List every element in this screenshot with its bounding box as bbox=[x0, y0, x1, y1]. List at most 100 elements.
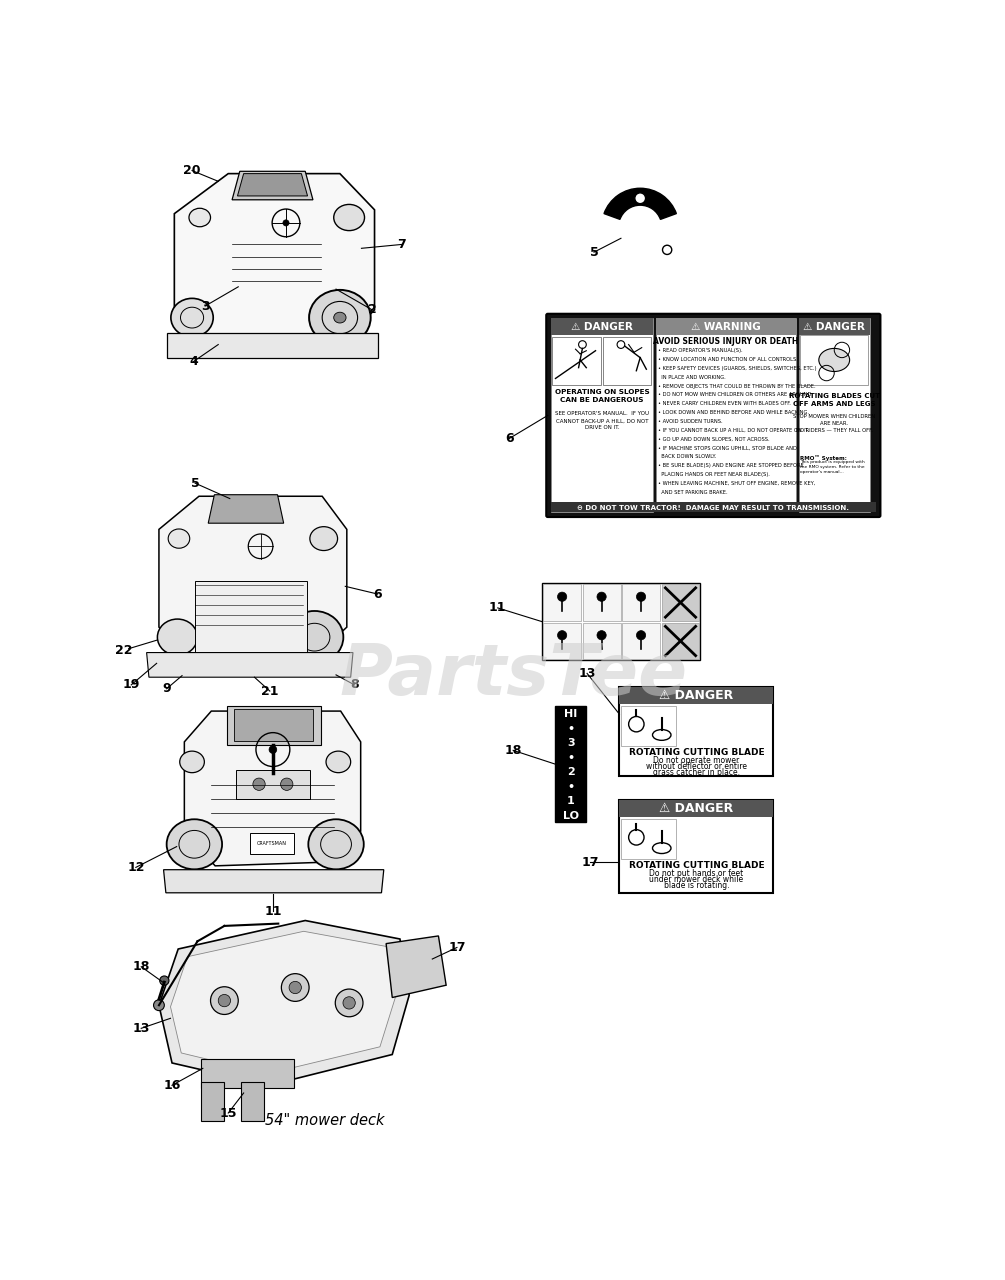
Text: blade is rotating.: blade is rotating. bbox=[663, 882, 730, 891]
Bar bbox=[201, 1059, 293, 1088]
Text: CAN BE DANGEROUS: CAN BE DANGEROUS bbox=[561, 397, 644, 403]
Text: 13: 13 bbox=[133, 1021, 150, 1034]
Text: • LOOK DOWN AND BEHIND BEFORE AND WHILE BACKING.: • LOOK DOWN AND BEHIND BEFORE AND WHILE … bbox=[658, 410, 809, 415]
FancyBboxPatch shape bbox=[547, 314, 880, 517]
Ellipse shape bbox=[171, 298, 213, 337]
Text: without deflector or entire: without deflector or entire bbox=[646, 762, 747, 771]
Text: ⊖ DO NOT TOW TRACTOR!  DAMAGE MAY RESULT TO TRANSMISSION.: ⊖ DO NOT TOW TRACTOR! DAMAGE MAY RESULT … bbox=[577, 504, 849, 511]
Ellipse shape bbox=[180, 751, 204, 773]
Text: 21: 21 bbox=[261, 685, 278, 698]
Text: OPERATING ON SLOPES: OPERATING ON SLOPES bbox=[555, 389, 649, 396]
Circle shape bbox=[218, 995, 230, 1007]
Ellipse shape bbox=[310, 526, 338, 550]
Polygon shape bbox=[171, 932, 395, 1074]
Polygon shape bbox=[174, 174, 375, 344]
Ellipse shape bbox=[334, 205, 365, 230]
Circle shape bbox=[636, 631, 645, 640]
Text: • DO NOT MOW WHEN CHILDREN OR OTHERS ARE AROUND.: • DO NOT MOW WHEN CHILDREN OR OTHERS ARE… bbox=[658, 393, 813, 398]
Text: 3: 3 bbox=[201, 300, 209, 312]
Text: DRIVE ON IT.: DRIVE ON IT. bbox=[585, 425, 619, 430]
Text: AVOID SERIOUS INJURY OR DEATH: AVOID SERIOUS INJURY OR DEATH bbox=[653, 337, 798, 346]
Bar bbox=[556, 707, 586, 822]
Bar bbox=[800, 335, 868, 385]
Text: This product is equipped with
the RMO system. Refer to the
operator's manual...: This product is equipped with the RMO sy… bbox=[800, 461, 865, 474]
Polygon shape bbox=[167, 333, 379, 358]
Text: 1: 1 bbox=[567, 796, 575, 806]
Ellipse shape bbox=[189, 209, 210, 227]
Text: •: • bbox=[568, 723, 575, 733]
Circle shape bbox=[636, 593, 645, 602]
Polygon shape bbox=[184, 712, 361, 865]
Polygon shape bbox=[159, 497, 347, 659]
Bar bbox=[553, 337, 601, 384]
Circle shape bbox=[558, 593, 567, 602]
Text: 6: 6 bbox=[505, 431, 514, 445]
Text: Do not put hands or feet: Do not put hands or feet bbox=[649, 869, 744, 878]
Circle shape bbox=[635, 193, 645, 204]
Bar bbox=[201, 1082, 224, 1121]
Bar bbox=[241, 1082, 264, 1121]
Ellipse shape bbox=[326, 751, 351, 773]
Text: 19: 19 bbox=[123, 678, 140, 691]
Text: • AVOID SUDDEN TURNS.: • AVOID SUDDEN TURNS. bbox=[658, 419, 723, 424]
Text: ⚠ DANGER: ⚠ DANGER bbox=[659, 803, 734, 815]
Bar bbox=[236, 769, 310, 799]
Text: 2: 2 bbox=[567, 767, 575, 777]
Bar bbox=[543, 622, 581, 659]
Text: 15: 15 bbox=[219, 1106, 237, 1120]
Bar bbox=[799, 319, 869, 335]
Bar bbox=[655, 319, 796, 335]
Text: • BE SURE BLADE(S) AND ENGINE ARE STOPPED BEFORE: • BE SURE BLADE(S) AND ENGINE ARE STOPPE… bbox=[658, 463, 804, 468]
Text: ⚠ DANGER: ⚠ DANGER bbox=[803, 321, 865, 332]
Text: ROTATING CUTTING BLADE: ROTATING CUTTING BLADE bbox=[628, 861, 764, 870]
Text: •: • bbox=[568, 782, 575, 792]
Text: 2: 2 bbox=[368, 303, 377, 316]
Text: 5: 5 bbox=[590, 246, 598, 259]
Text: 18: 18 bbox=[133, 960, 150, 973]
Text: AND SET PARKING BRAKE.: AND SET PARKING BRAKE. bbox=[658, 490, 728, 495]
Ellipse shape bbox=[167, 819, 222, 869]
Text: SEE OPERATOR'S MANUAL.  IF YOU: SEE OPERATOR'S MANUAL. IF YOU bbox=[555, 411, 649, 416]
Text: • WHEN LEAVING MACHINE, SHUT OFF ENGINE, REMOVE KEY,: • WHEN LEAVING MACHINE, SHUT OFF ENGINE,… bbox=[658, 481, 815, 486]
Text: ⚠ DANGER: ⚠ DANGER bbox=[571, 321, 633, 332]
Polygon shape bbox=[159, 920, 409, 1085]
Text: PLACING HANDS OR FEET NEAR BLADE(S).: PLACING HANDS OR FEET NEAR BLADE(S). bbox=[658, 472, 770, 477]
Text: • NEVER CARRY CHILDREN EVEN WITH BLADES OFF.: • NEVER CARRY CHILDREN EVEN WITH BLADES … bbox=[658, 402, 791, 406]
Ellipse shape bbox=[334, 312, 346, 323]
Bar bbox=[621, 705, 676, 746]
Circle shape bbox=[617, 340, 625, 348]
Bar bbox=[543, 584, 581, 621]
Bar bbox=[543, 584, 700, 660]
Text: 12: 12 bbox=[127, 861, 145, 874]
Ellipse shape bbox=[309, 819, 364, 869]
Text: LO: LO bbox=[563, 810, 579, 820]
Circle shape bbox=[281, 974, 310, 1001]
Bar bbox=[619, 800, 774, 893]
Polygon shape bbox=[164, 869, 384, 893]
Text: • READ OPERATOR'S MANUAL(S).: • READ OPERATOR'S MANUAL(S). bbox=[658, 348, 743, 353]
Bar bbox=[661, 622, 699, 659]
Text: CANNOT BACK-UP A HILL, DO NOT: CANNOT BACK-UP A HILL, DO NOT bbox=[556, 419, 648, 424]
Bar bbox=[661, 584, 699, 621]
Text: STOP MOWER WHEN CHILDREN: STOP MOWER WHEN CHILDREN bbox=[793, 415, 875, 420]
Text: • REMOVE OBJECTS THAT COULD BE THROWN BY THE BLADE.: • REMOVE OBJECTS THAT COULD BE THROWN BY… bbox=[658, 384, 815, 389]
Ellipse shape bbox=[285, 611, 344, 663]
Text: grass catcher in place.: grass catcher in place. bbox=[653, 768, 740, 777]
Text: 11: 11 bbox=[489, 602, 507, 614]
Text: 16: 16 bbox=[164, 1079, 181, 1092]
Ellipse shape bbox=[168, 529, 190, 548]
Circle shape bbox=[289, 982, 302, 993]
Text: ⚠ WARNING: ⚠ WARNING bbox=[690, 321, 761, 332]
Text: • IF MACHINE STOPS GOING UPHILL, STOP BLADE AND: • IF MACHINE STOPS GOING UPHILL, STOP BL… bbox=[658, 445, 797, 451]
Text: 5: 5 bbox=[191, 476, 200, 490]
Bar bbox=[603, 337, 651, 384]
Circle shape bbox=[253, 778, 265, 790]
Text: • GO UP AND DOWN SLOPES, NOT ACROSS.: • GO UP AND DOWN SLOPES, NOT ACROSS. bbox=[658, 436, 770, 442]
Text: 13: 13 bbox=[578, 667, 596, 680]
Circle shape bbox=[283, 220, 289, 227]
Text: 18: 18 bbox=[505, 744, 522, 756]
Bar bbox=[583, 584, 620, 621]
Text: 7: 7 bbox=[397, 238, 406, 251]
Ellipse shape bbox=[819, 348, 849, 371]
Bar bbox=[619, 687, 774, 776]
